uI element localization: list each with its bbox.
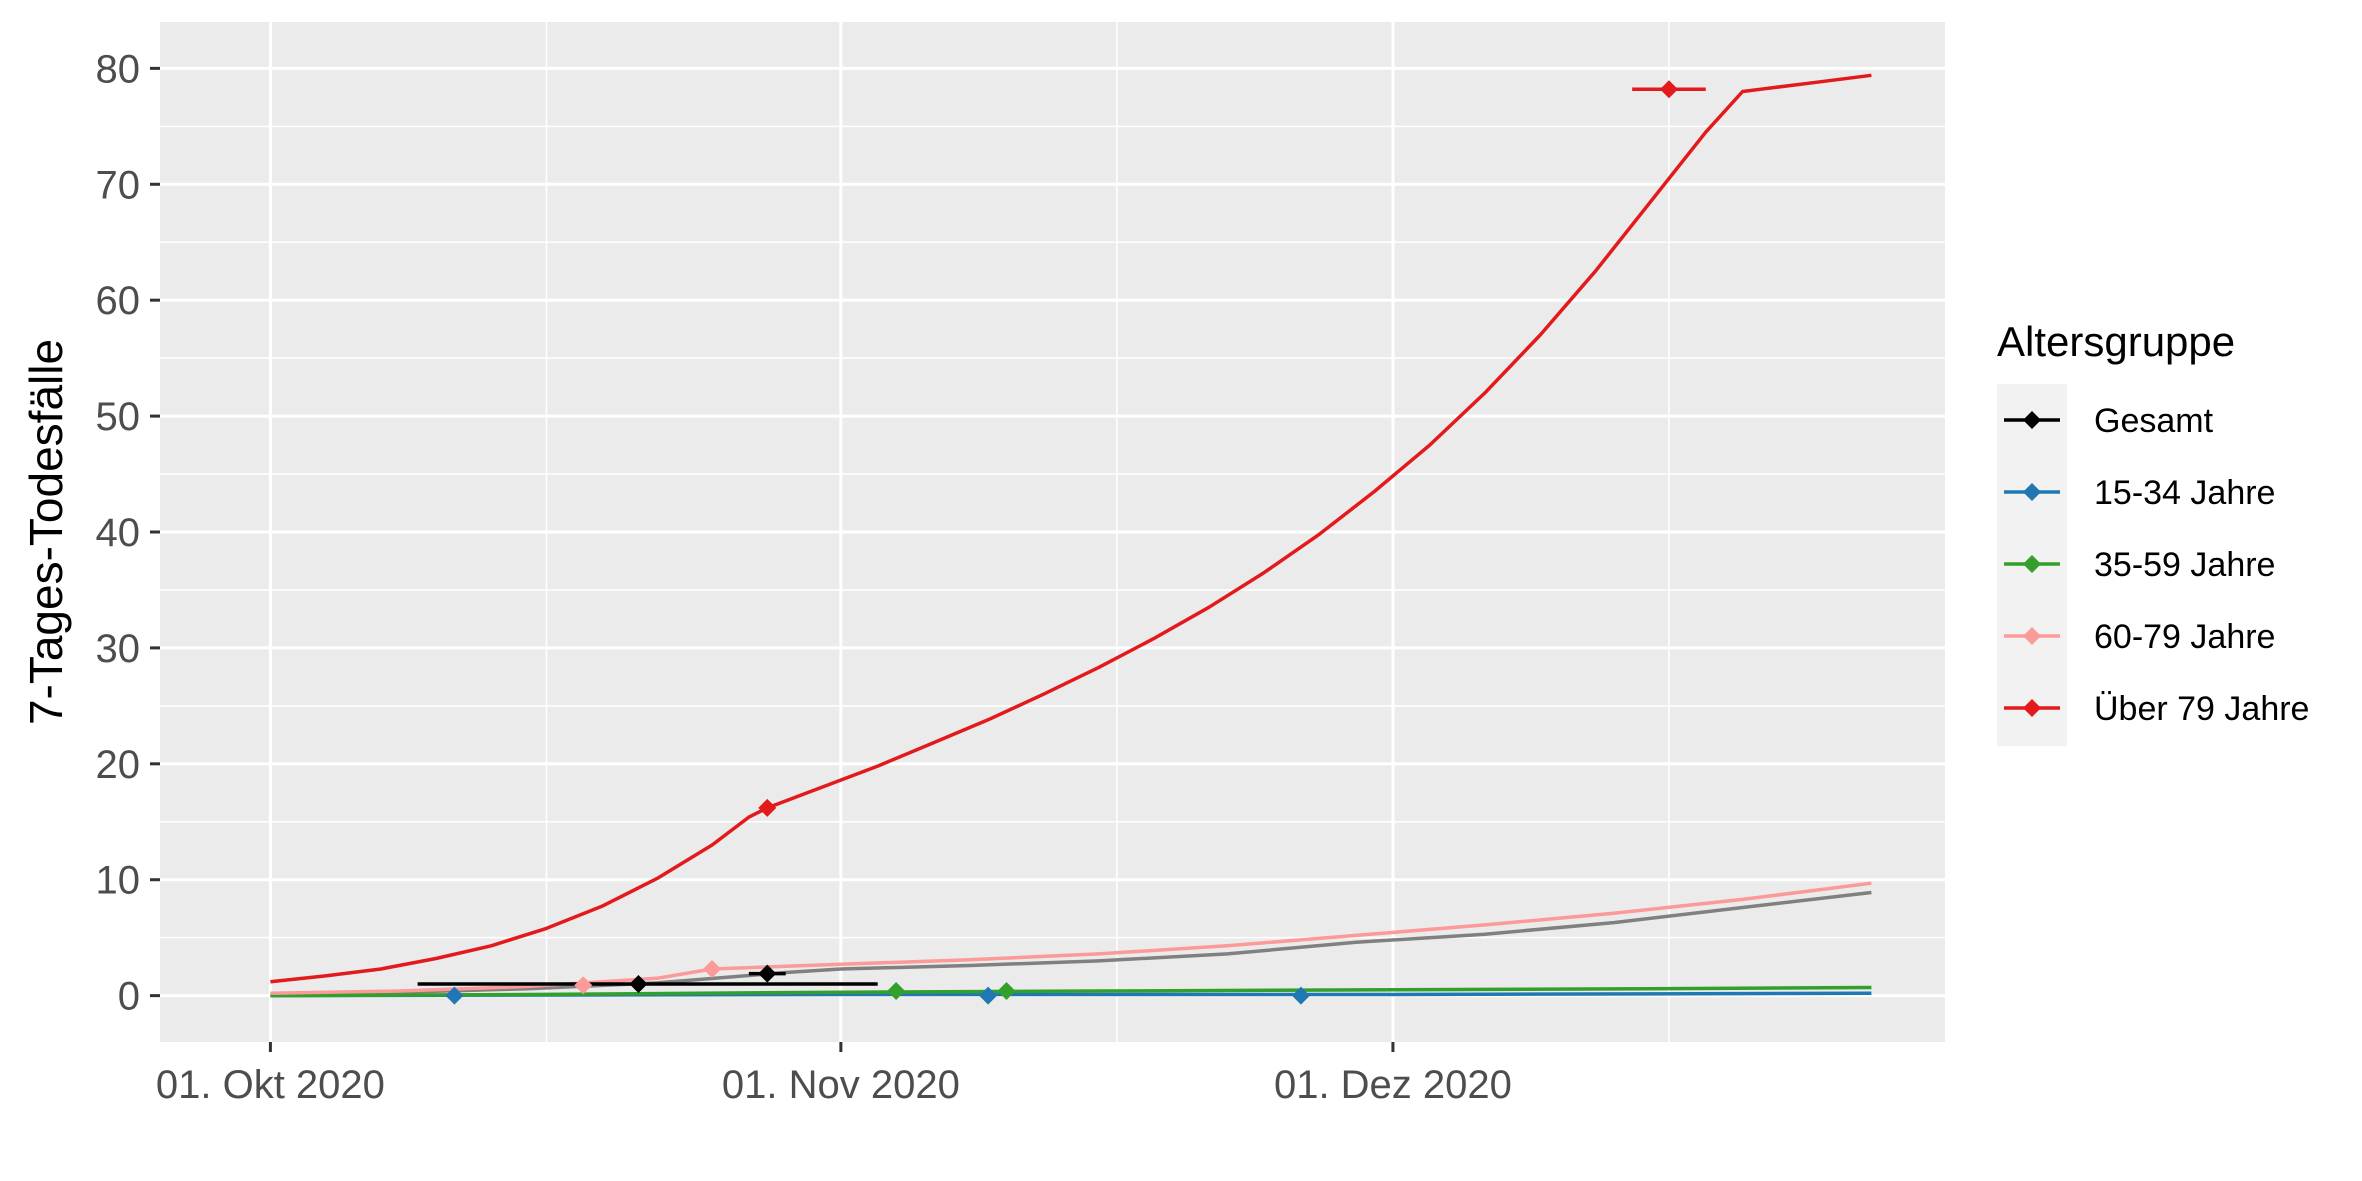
series-line [270,985,1872,998]
y-tick-label: 80 [96,47,141,91]
legend-key-marker [2023,627,2041,645]
x-axis: 01. Okt 2020 01. Nov 2020 01. Dez 2020 [156,1042,1512,1107]
series-marker [758,964,777,983]
legend-label: Gesamt [2094,402,2214,440]
series-line [270,73,1872,984]
series-marker [979,986,998,1005]
legend-title: Altersgruppe [1997,318,2235,365]
series-line [270,890,1872,997]
legend-label: 15-34 Jahre [2094,474,2275,512]
legend-label: Über 79 Jahre [2094,690,2309,728]
series-marker [629,975,648,994]
series-marker [574,976,593,995]
series-marker [445,986,464,1005]
y-tick-label: 60 [96,279,141,323]
y-tick-label: 20 [96,743,141,787]
x-tick-label: 01. Dez 2020 [1274,1063,1512,1107]
y-tick-label: 30 [96,627,141,671]
legend: Altersgruppe Gesamt 15-34 Jahre 35-59 Jahr… [1997,318,2309,746]
x-tick-label: 01. Nov 2020 [722,1063,960,1107]
y-tick-label: 10 [96,859,141,903]
y-axis: 0 10 20 30 40 50 60 70 80 [96,47,160,1019]
y-tick-label: 70 [96,163,141,207]
series-marker [758,798,777,817]
y-tick-label: 0 [118,975,140,1019]
series-markers [445,80,1678,1005]
series-marker [1659,80,1678,99]
legend-key-marker [2023,411,2041,429]
legend-label: 60-79 Jahre [2094,618,2275,656]
legend-key-marker [2023,699,2041,717]
x-tick-label: 01. Okt 2020 [156,1063,385,1107]
legend-key-marker [2023,483,2041,501]
legend-label: 35-59 Jahre [2094,546,2275,584]
legend-items: Gesamt 15-34 Jahre 35-59 Jahre 60-79 Jahre Ü… [2004,402,2309,728]
series-marker [1291,986,1310,1005]
y-tick-label: 50 [96,395,141,439]
legend-key-marker [2023,555,2041,573]
y-axis-title: 7-Tages-Todesfälle [20,339,72,725]
y-tick-label: 40 [96,511,141,555]
series-marker [997,982,1016,1000]
series-marker [703,959,722,978]
series-marker [887,982,906,1000]
